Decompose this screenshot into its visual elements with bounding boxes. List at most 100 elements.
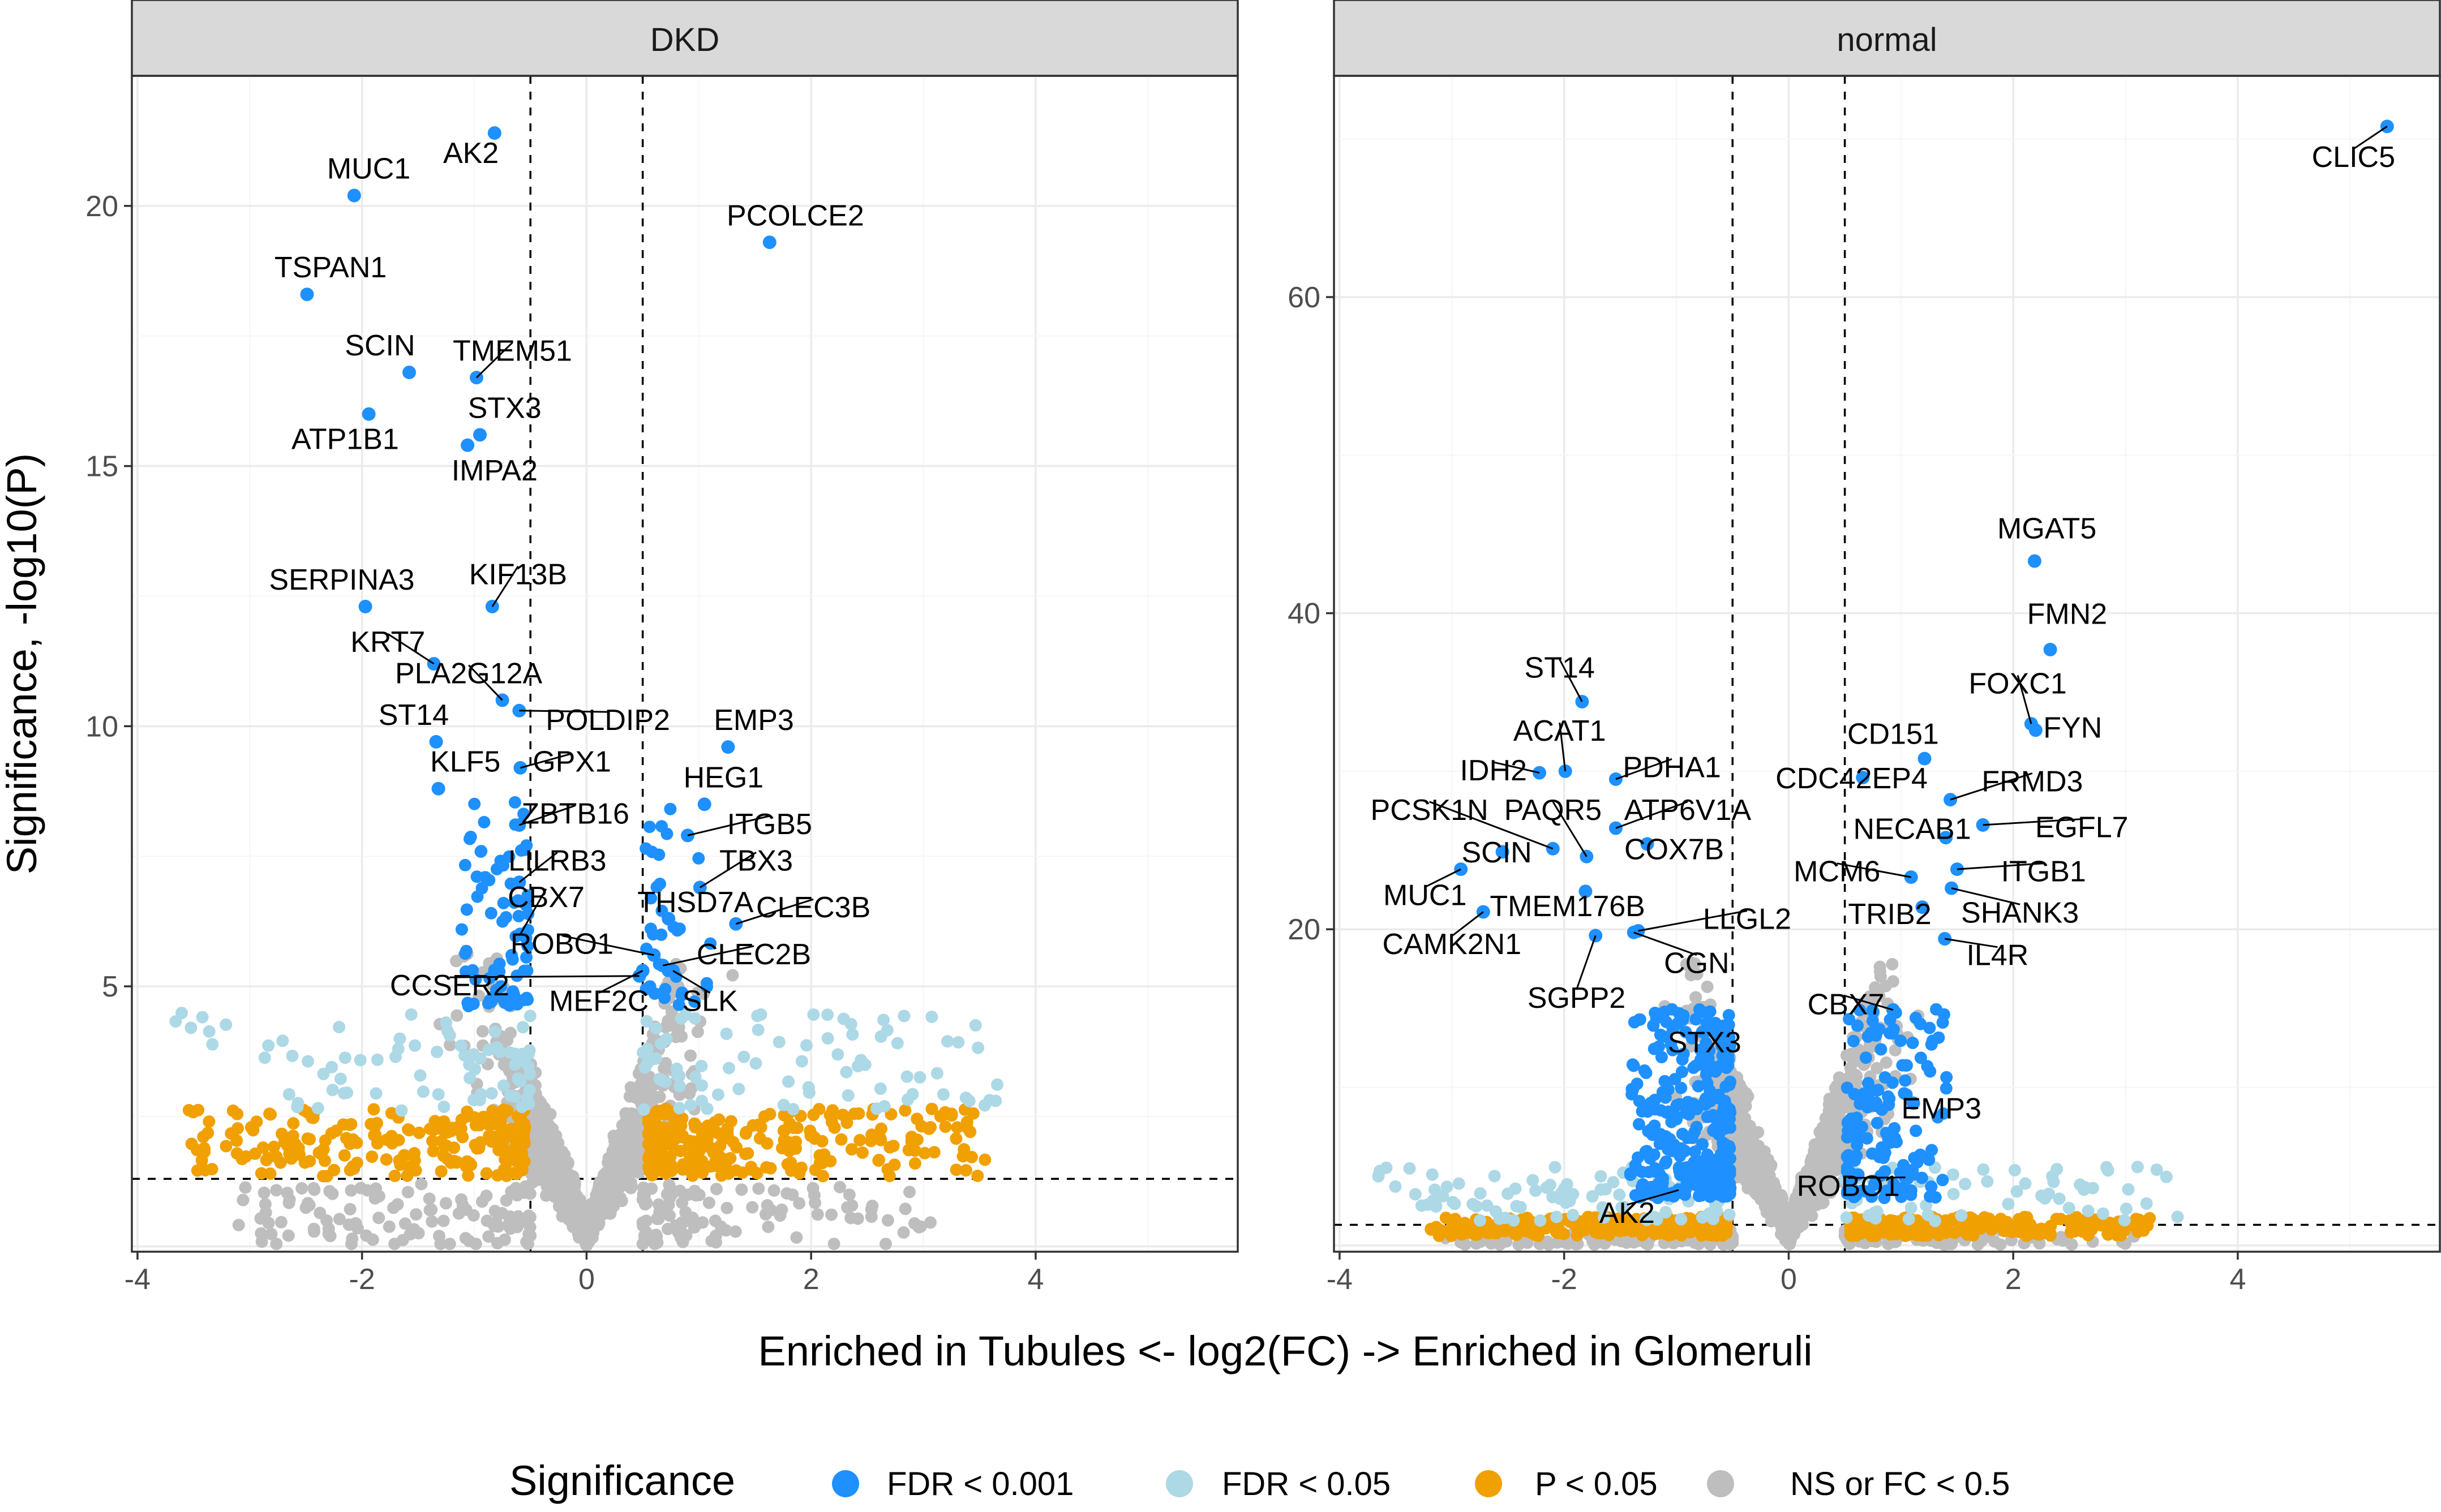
point-ns xyxy=(866,1200,879,1213)
point-fdr005 xyxy=(773,1036,786,1049)
gene-label: TSPAN1 xyxy=(274,251,387,284)
panel-title-dkd: DKD xyxy=(650,22,719,58)
point-p005 xyxy=(761,1137,774,1150)
point-fdr005 xyxy=(1403,1162,1416,1175)
gene-label: KLF5 xyxy=(430,746,500,779)
point-p005 xyxy=(853,1133,866,1146)
point-p005 xyxy=(856,1146,869,1159)
point-labeled xyxy=(429,734,443,749)
point-fdr001 xyxy=(508,796,521,809)
point-fdr001 xyxy=(1925,1180,1938,1193)
point-fdr005 xyxy=(1946,1168,1959,1181)
point-fdr005 xyxy=(712,1088,724,1101)
point-p005 xyxy=(679,1160,692,1172)
point-ns xyxy=(324,1230,337,1243)
point-fdr005 xyxy=(1428,1183,1441,1196)
label-connector xyxy=(700,852,757,888)
point-fdr005 xyxy=(749,1057,762,1070)
gene-label: EMP3 xyxy=(1901,1093,1981,1126)
point-fdr001 xyxy=(1708,1174,1721,1187)
point-ns xyxy=(444,1038,457,1051)
point-ns xyxy=(685,1082,698,1095)
point-p005 xyxy=(714,1140,727,1152)
point-ns xyxy=(426,1215,439,1228)
point-ns xyxy=(423,1192,436,1205)
gene-label: PDHA1 xyxy=(1623,751,1721,784)
point-fdr005 xyxy=(1710,1205,1723,1218)
x-axis-title: Enriched in Tubules <- log2(FC) -> Enric… xyxy=(758,1328,1812,1374)
y-axis-title: Significance, -log10(P) xyxy=(0,453,45,874)
point-ns xyxy=(509,1182,522,1195)
point-fdr001 xyxy=(1890,1136,1903,1149)
point-labeled xyxy=(358,599,372,613)
point-fdr001 xyxy=(1639,1145,1652,1158)
point-fdr005 xyxy=(522,1097,535,1110)
panel-dkd: DKD AK2 MUC1 PCOLCE2 TSPAN1 SCIN TMEM51 ATP1B1… xyxy=(85,0,1239,1296)
legend-item-fdr-001: FDR < 0.001 xyxy=(832,1466,1074,1502)
point-ns xyxy=(591,1209,603,1222)
point-p005 xyxy=(688,1117,701,1130)
point-p005 xyxy=(187,1106,200,1119)
point-fdr001 xyxy=(466,964,479,977)
legend-key-p-005 xyxy=(1475,1470,1502,1497)
point-fdr005 xyxy=(282,1088,295,1101)
point-fdr005 xyxy=(972,1041,985,1054)
point-p005 xyxy=(437,1115,451,1128)
point-p005 xyxy=(2044,1219,2057,1232)
point-p005 xyxy=(666,1162,679,1175)
point-p005 xyxy=(287,1117,300,1130)
point-ns xyxy=(767,1184,780,1197)
point-fdr005 xyxy=(286,1049,299,1062)
point-ns xyxy=(344,1202,357,1215)
point-fdr001 xyxy=(490,862,503,875)
point-fdr001 xyxy=(1667,1107,1680,1119)
point-fdr005 xyxy=(1567,1209,1580,1222)
point-p005 xyxy=(1471,1228,1484,1241)
gene-label: CGN xyxy=(1664,947,1730,980)
point-ns xyxy=(689,1189,702,1202)
point-fdr005 xyxy=(1959,1178,1972,1191)
point-p005 xyxy=(185,1137,198,1150)
point-fdr005 xyxy=(371,1053,384,1066)
legend-label-ns: NS or FC < 0.5 xyxy=(1790,1466,2010,1502)
point-fdr001 xyxy=(1654,1104,1667,1117)
point-ns xyxy=(676,1196,689,1209)
point-fdr001 xyxy=(1681,1104,1694,1117)
point-ns xyxy=(258,1186,271,1199)
point-fdr001 xyxy=(1642,1125,1655,1138)
point-ns xyxy=(599,1166,612,1179)
point-p005 xyxy=(971,1170,984,1182)
point-p005 xyxy=(1932,1228,1945,1242)
point-fdr005 xyxy=(952,1036,965,1049)
point-fdr001 xyxy=(471,890,484,903)
point-fdr001 xyxy=(643,821,656,834)
point-ns xyxy=(425,1203,438,1216)
point-ns xyxy=(346,1232,359,1245)
point-fdr001 xyxy=(1718,1105,1731,1118)
point-ns xyxy=(456,1199,469,1212)
gene-label: NECAB1 xyxy=(1854,813,1971,845)
point-fdr005 xyxy=(1440,1180,1453,1193)
point-fdr001 xyxy=(1932,1031,1945,1044)
point-fdr005 xyxy=(650,1022,663,1035)
point-p005 xyxy=(872,1154,885,1167)
point-labeled xyxy=(431,781,445,796)
gene-label: IDH2 xyxy=(1460,754,1526,787)
point-fdr005 xyxy=(2171,1210,2184,1223)
point-p005 xyxy=(401,1169,414,1182)
point-ns xyxy=(1542,1238,1555,1251)
gene-label: TMEM176B xyxy=(1490,890,1645,923)
point-fdr005 xyxy=(684,1099,697,1112)
point-fdr005 xyxy=(517,1021,529,1034)
point-fdr005 xyxy=(1675,1213,1688,1226)
label-connector xyxy=(735,898,814,925)
point-labeled xyxy=(402,366,416,380)
point-p005 xyxy=(195,1154,208,1167)
point-p005 xyxy=(864,1135,877,1148)
point-fdr005 xyxy=(821,1032,834,1045)
gene-label: SGPP2 xyxy=(1528,982,1625,1015)
point-ns xyxy=(729,1225,742,1238)
point-fdr001 xyxy=(1859,1051,1872,1064)
point-ns xyxy=(552,1165,565,1178)
point-labeled xyxy=(762,235,777,250)
